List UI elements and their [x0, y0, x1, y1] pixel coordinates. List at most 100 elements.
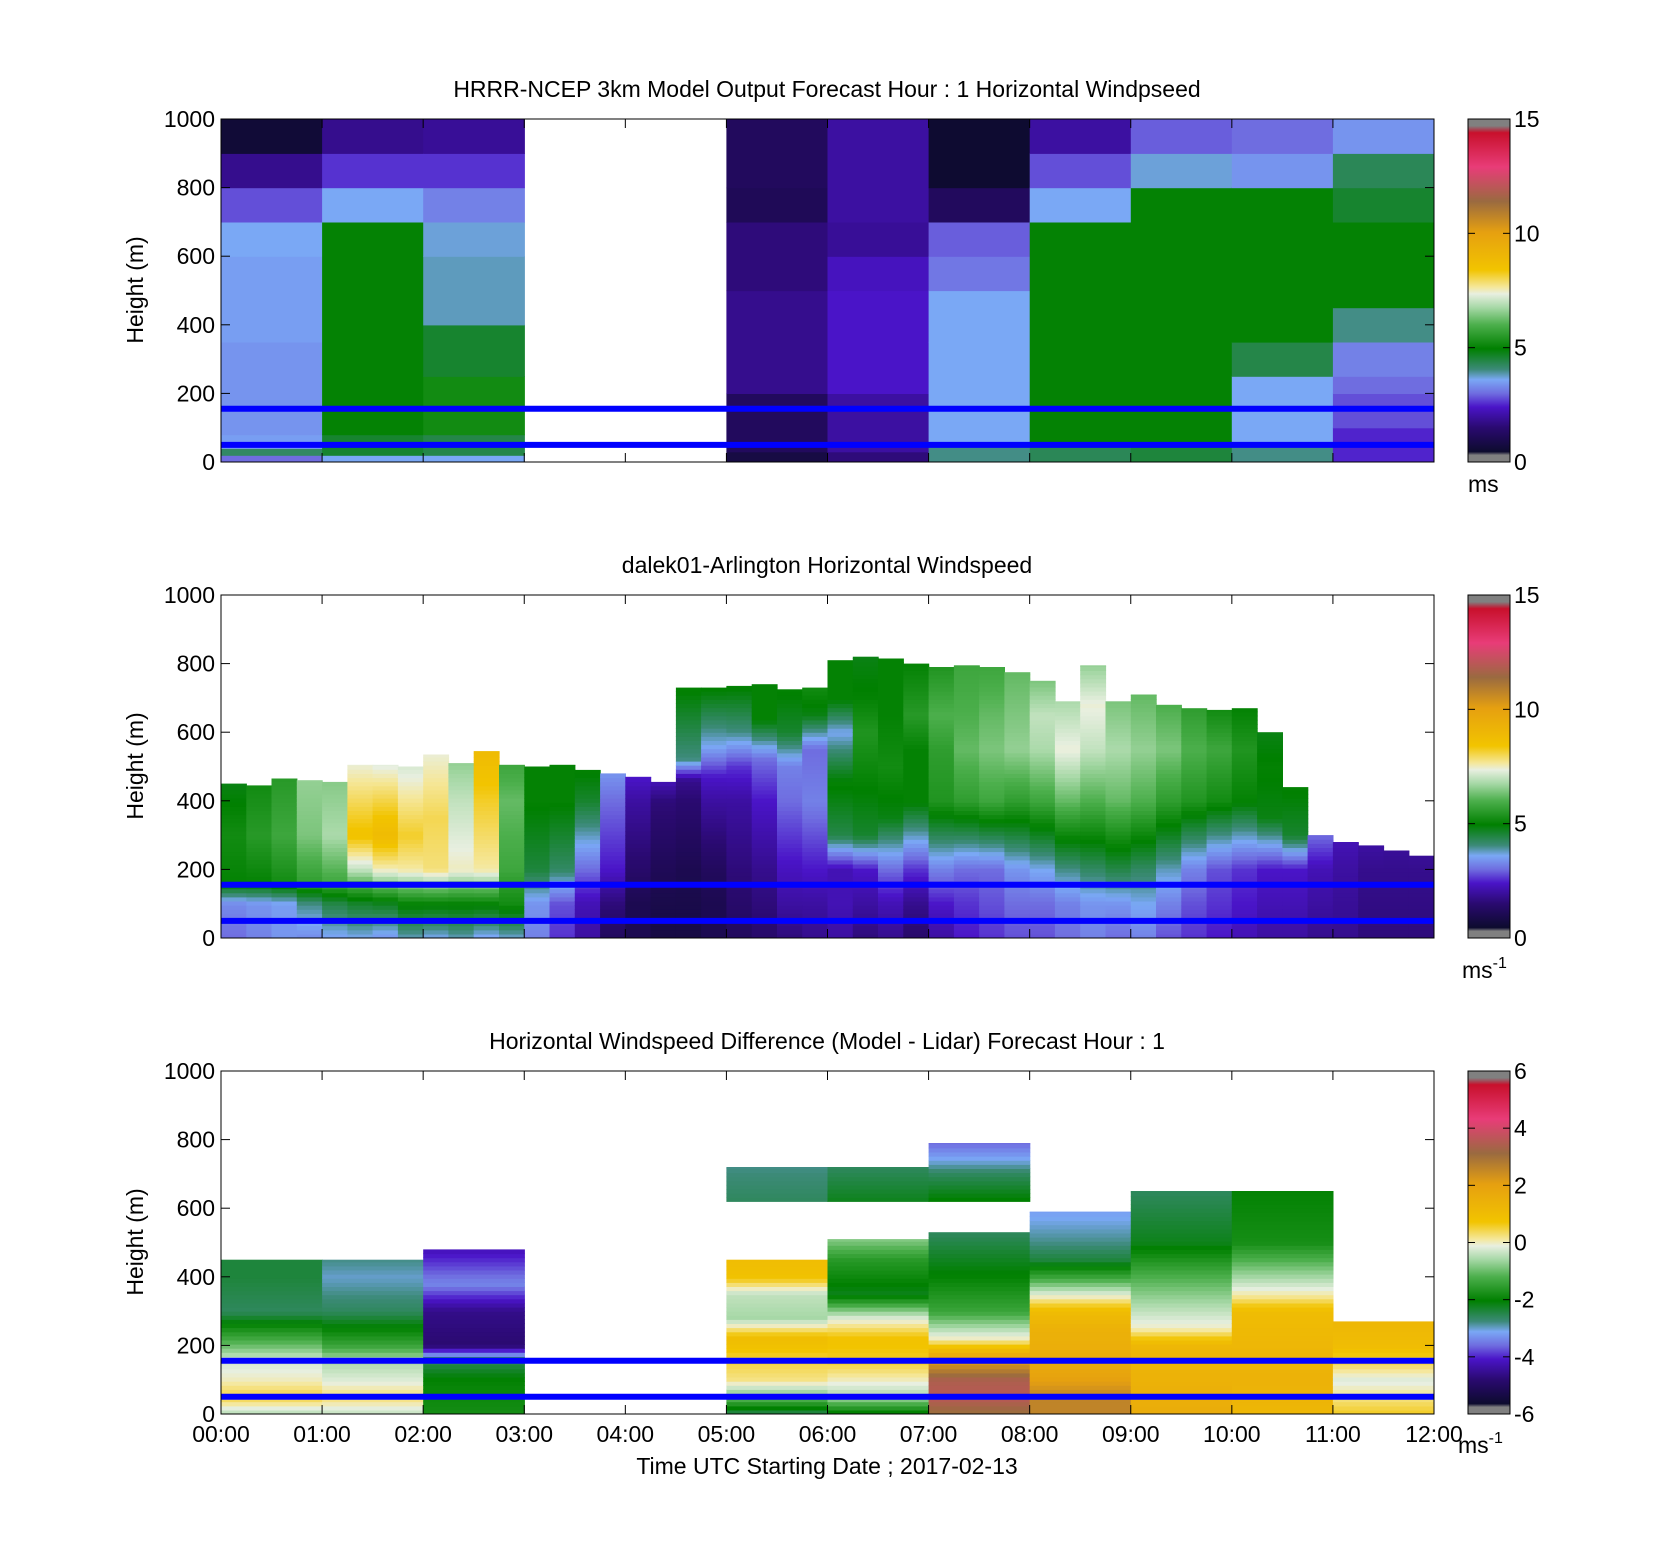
- heatmap-cell-lidar-21-168: [751, 876, 778, 881]
- heatmap-cell-lidar-5-384: [347, 802, 374, 807]
- heatmap-cell-lidar-25-216: [852, 859, 879, 865]
- heatmap-cell-lidar-28-540: [928, 748, 955, 754]
- heatmap-cell-difference-8-620: [928, 1197, 1031, 1202]
- heatmap-cell-difference-7-300: [928, 1307, 1031, 1312]
- heatmap-cell-lidar-7-132: [397, 888, 424, 894]
- heatmap-cell-lidar-35-216: [1105, 859, 1132, 865]
- heatmap-cell-lidar-37-132: [1156, 888, 1182, 894]
- heatmap-cell-lidar-35-528: [1105, 752, 1132, 758]
- heatmap-cell-difference-11-396: [1231, 1274, 1334, 1279]
- heatmap-cell-lidar-11-84: [499, 905, 525, 910]
- heatmap-cell-lidar-42-276: [1282, 839, 1309, 844]
- heatmap-cell-lidar-14-372: [574, 806, 601, 811]
- heatmap-cell-lidar-44-252: [1332, 847, 1359, 853]
- heatmap-cell-lidar-22-588: [777, 732, 803, 737]
- heatmap-cell-lidar-21-420: [751, 789, 778, 795]
- heatmap-cell-lidar-17-180: [650, 872, 677, 877]
- heatmap-cell-lidar-36-300: [1130, 831, 1157, 836]
- heatmap-cell-lidar-14-324: [574, 822, 601, 828]
- heatmap-cell-lidar-21-312: [751, 826, 778, 832]
- heatmap-cell-lidar-30-84: [979, 905, 1005, 910]
- heatmap-cell-lidar-36-540: [1130, 748, 1157, 754]
- heatmap-cell-lidar-40-492: [1231, 765, 1258, 770]
- heatmap-cell-lidar-20-552: [726, 744, 753, 750]
- heatmap-cell-lidar-24-600: [827, 728, 854, 733]
- heatmap-cell-lidar-15-396: [600, 798, 626, 803]
- heatmap-cell-lidar-38-540: [1181, 748, 1208, 754]
- heatmap-cell-lidar-45-72: [1358, 909, 1385, 914]
- heatmap-cell-lidar-28-624: [928, 719, 955, 725]
- heatmap-cell-lidar-30-168: [979, 876, 1005, 881]
- heatmap-cell-difference-7-288: [928, 1311, 1031, 1316]
- heatmap-cell-lidar-7-420: [397, 789, 424, 795]
- heatmap-cell-lidar-25-192: [852, 868, 879, 873]
- heatmap-cell-lidar-41-360: [1257, 810, 1283, 816]
- heatmap-cell-lidar-19-228: [701, 855, 727, 861]
- heatmap-cell-model-9-2: [1332, 376, 1434, 394]
- heatmap-cell-lidar-41-420: [1257, 789, 1283, 795]
- heatmap-cell-lidar-29-300: [953, 831, 980, 836]
- heatmap-cell-lidar-37-588: [1156, 732, 1182, 737]
- heatmap-cell-lidar-15-132: [600, 888, 626, 894]
- heatmap-cell-lidar-39-240: [1206, 851, 1233, 857]
- heatmap-cell-difference-9-36: [1029, 1397, 1132, 1403]
- heatmap-cell-difference-5-24: [827, 1401, 930, 1407]
- heatmap-cell-lidar-26-288: [878, 835, 904, 840]
- heatmap-cell-lidar-30-276: [979, 839, 1005, 844]
- heatmap-cell-lidar-37-372: [1156, 806, 1182, 811]
- heatmap-cell-lidar-1-420: [246, 789, 273, 795]
- heatmap-cell-difference-10-348: [1130, 1290, 1233, 1296]
- heatmap-cell-lidar-32-480: [1029, 769, 1056, 774]
- heatmap-cell-lidar-16-96: [625, 901, 652, 906]
- heatmap-cell-lidar-37-456: [1156, 777, 1182, 783]
- heatmap-cell-lidar-26-636: [878, 715, 904, 721]
- heatmap-cell-lidar-19-120: [701, 892, 727, 898]
- heatmap-cell-difference-10-600: [1130, 1204, 1233, 1209]
- heatmap-cell-lidar-32-444: [1029, 781, 1056, 787]
- heatmap-cell-lidar-6-444: [372, 781, 399, 787]
- heatmap-cell-lidar-39-300: [1206, 831, 1233, 836]
- heatmap-cell-lidar-21-60: [751, 913, 778, 918]
- heatmap-cell-lidar-4-288: [322, 835, 348, 840]
- heatmap-cell-lidar-27-264: [903, 843, 930, 848]
- heatmap-cell-lidar-20-0: [726, 933, 753, 938]
- heatmap-cell-lidar-28-420: [928, 789, 955, 795]
- heatmap-cell-lidar-32-528: [1029, 752, 1056, 758]
- heatmap-cell-lidar-8-132: [423, 888, 450, 894]
- heatmap-cell-lidar-21-540: [751, 748, 778, 754]
- heatmap-cell-lidar-27-456: [903, 777, 930, 783]
- heatmap-cell-lidar-31-96: [1004, 901, 1031, 906]
- heatmap-cell-difference-2-360: [423, 1286, 525, 1292]
- heatmap-cell-lidar-13-252: [549, 847, 576, 853]
- heatmap-cell-lidar-40-444: [1231, 781, 1258, 787]
- heatmap-cell-lidar-17-360: [650, 810, 677, 816]
- heatmap-cell-lidar-38-420: [1181, 789, 1208, 795]
- heatmap-cell-model-3-0: [726, 451, 829, 462]
- heatmap-cell-lidar-25-408: [852, 793, 879, 799]
- heatmap-cell-lidar-23-180: [802, 872, 829, 877]
- heatmap-cell-lidar-30-612: [979, 724, 1005, 729]
- heatmap-cell-lidar-31-228: [1004, 855, 1031, 861]
- heatmap-cell-lidar-43-252: [1307, 847, 1334, 853]
- heatmap-cell-lidar-5-72: [347, 909, 374, 914]
- heatmap-cell-lidar-20-72: [726, 909, 753, 914]
- heatmap-cell-lidar-37-120: [1156, 892, 1182, 898]
- heatmap-cell-lidar-6-0: [372, 933, 399, 938]
- heatmap-cell-lidar-27-468: [903, 773, 930, 779]
- heatmap-cell-lidar-12-192: [524, 868, 551, 873]
- heatmap-cell-difference-9-288: [1029, 1311, 1132, 1316]
- heatmap-cell-lidar-5-240: [347, 851, 374, 857]
- heatmap-cell-difference-0-384: [221, 1278, 323, 1283]
- heatmap-cell-lidar-3-72: [296, 909, 323, 914]
- heatmap-cell-lidar-10-288: [473, 835, 500, 840]
- heatmap-cell-lidar-29-336: [953, 818, 980, 824]
- heatmap-cell-difference-9-324: [1029, 1298, 1132, 1304]
- heatmap-cell-model-8-5: [1231, 119, 1334, 154]
- heatmap-cell-lidar-30-516: [979, 756, 1005, 762]
- heatmap-cell-lidar-12-480: [524, 769, 551, 774]
- heatmap-cell-lidar-8-444: [423, 781, 450, 787]
- heatmap-cell-lidar-32-696: [1029, 695, 1056, 700]
- heatmap-cell-lidar-16-396: [625, 798, 652, 803]
- heatmap-cell-lidar-40-216: [1231, 859, 1258, 865]
